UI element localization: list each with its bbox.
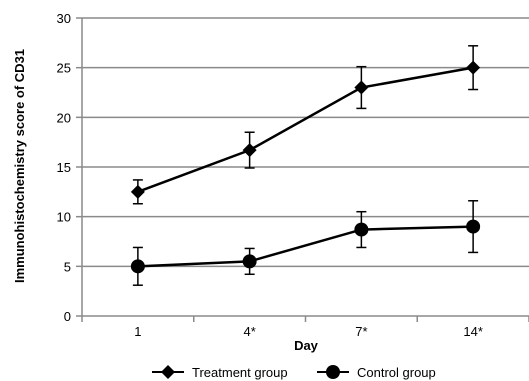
data-point: [354, 80, 369, 95]
series-line: [137, 225, 474, 268]
legend-marker: [326, 365, 340, 379]
axes: [76, 17, 529, 322]
y-tick-label: 5: [64, 259, 71, 274]
legend-label: Control group: [357, 365, 436, 380]
y-tick-labels: 0 5 10 15 20 25 30: [57, 11, 71, 324]
series-group: [130, 45, 481, 286]
y-tick-label: 25: [57, 61, 71, 76]
data-point: [242, 143, 257, 158]
legend-marker: [161, 365, 175, 379]
x-tick-label: 1: [134, 324, 141, 339]
data-point: [466, 219, 481, 234]
series-1: [130, 200, 481, 286]
legend-item: Control group: [317, 365, 436, 380]
data-point: [242, 254, 257, 269]
series-0: [130, 45, 481, 205]
y-tick-label: 30: [57, 11, 71, 26]
legend: Treatment group Control group: [152, 365, 436, 380]
data-point: [130, 184, 145, 199]
data-point: [130, 259, 145, 274]
data-point: [354, 222, 369, 237]
gridlines: [82, 17, 529, 268]
x-tick-label: 4*: [243, 324, 255, 339]
y-tick-label: 10: [57, 210, 71, 225]
y-tick-label: 15: [57, 160, 71, 175]
y-tick-label: 0: [64, 309, 71, 324]
legend-label: Treatment group: [192, 365, 288, 380]
x-tick-label: 7*: [355, 324, 367, 339]
x-tick-labels: 1 4* 7* 14*: [134, 324, 483, 339]
x-axis-label: Day: [294, 338, 319, 353]
x-tick-label: 14*: [463, 324, 483, 339]
y-tick-label: 20: [57, 110, 71, 125]
series-line: [137, 66, 474, 194]
data-point: [466, 60, 481, 75]
y-axis-label: Immunohistochemistry score of CD31: [12, 49, 27, 283]
legend-item: Treatment group: [152, 365, 288, 380]
